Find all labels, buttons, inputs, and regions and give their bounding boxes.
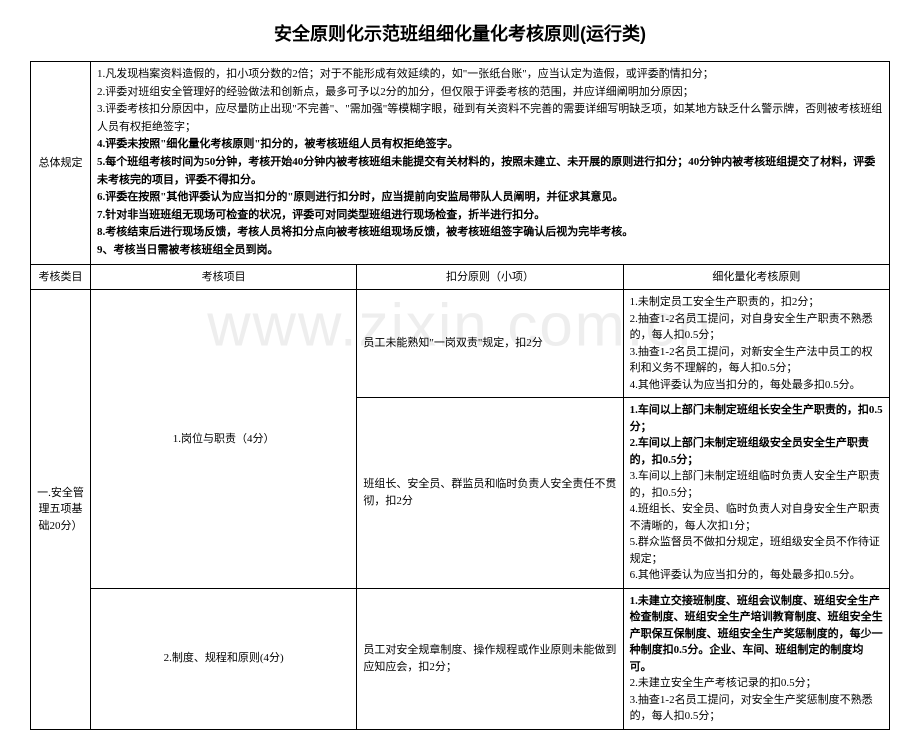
item-2-name: 2.制度、规程和原则(4分) [91,588,357,729]
detail-line: 3.抽查1-2名员工提问，对新安全生产法中员工的权利和义务不理解的，每人扣0.5… [630,344,883,377]
detail-line: 3.车间以上部门未制定班组临时负责人安全生产职责的，扣0.5分； [630,468,883,501]
rule-5: 5.每个班组考核时间为50分钟，考核开始40分钟内被考核班组未能提交有关材料的，… [97,154,883,189]
detail-line: 6.其他评委认为应当扣分的，每处最多扣0.5分。 [630,567,883,584]
item-1-deduction-1: 员工未能熟知"一岗双责"规定，扣2分 [357,290,623,398]
detail-line: 5.群众监督员不做扣分规定，班组级安全员不作待证规定； [630,534,883,567]
detail-line: 1.未建立交接班制度、班组会议制度、班组安全生产检查制度、班组安全生产培训教育制… [630,593,883,676]
item-2-deduction-1: 员工对安全规章制度、操作规程或作业原则未能做到应知应会，扣2分； [357,588,623,729]
header-category: 考核类目 [31,264,91,290]
item-1-detail-1: 1.未制定员工安全生产职责的，扣2分； 2.抽查1-2名员工提问，对自身安全生产… [623,290,889,398]
header-deduction: 扣分原则（小项） [357,264,623,290]
header-detail: 细化量化考核原则 [623,264,889,290]
rule-4: 4.评委未按照"细化量化考核原则"扣分的，被考核班组人员有权拒绝签字。 [97,136,883,154]
detail-line: 4.班组长、安全员、临时负责人对自身安全生产职责不清晰的，每人次扣1分； [630,501,883,534]
rule-1: 1.凡发现档案资料造假的，扣小项分数的2倍；对于不能形成有效延续的，如"一张纸台… [97,66,883,84]
detail-line: 2.抽查1-2名员工提问，对自身安全生产职责不熟悉的，每人扣0.5分； [630,311,883,344]
detail-line: 1.未制定员工安全生产职责的，扣2分； [630,294,883,311]
rule-9: 9、考核当日需被考核班组全员到岗。 [97,242,883,260]
item-1-detail-2: 1.车间以上部门未制定班组长安全生产职责的，扣0.5分； 2.车间以上部门未制定… [623,398,889,589]
detail-line: 4.其他评委认为应当扣分的，每处最多扣0.5分。 [630,377,883,394]
overall-label: 总体规定 [31,62,91,265]
rule-7: 7.针对非当班班组无现场可检查的状况，评委可对同类型班组进行现场检查，折半进行扣… [97,207,883,225]
rule-8: 8.考核结束后进行现场反馈，考核人员将扣分点向被考核班组现场反馈，被考核班组签字… [97,224,883,242]
page-title: 安全原则化示范班组细化量化考核原则(运行类) [30,20,890,46]
assessment-table: 总体规定 1.凡发现档案资料造假的，扣小项分数的2倍；对于不能形成有效延续的，如… [30,61,890,730]
header-item: 考核项目 [91,264,357,290]
rule-3: 3.评委考核扣分原因中，应尽量防止出现"不完善"、"需加强"等模糊字眼，碰到有关… [97,101,883,136]
rule-6: 6.评委在按照"其他评委认为应当扣分的"原则进行扣分时，应当提前向安监局带队人员… [97,189,883,207]
item-2-detail-1: 1.未建立交接班制度、班组会议制度、班组安全生产检查制度、班组安全生产培训教育制… [623,588,889,729]
detail-line: 3.抽查1-2名员工提问，对安全生产奖惩制度不熟悉的，每人扣0.5分； [630,692,883,725]
category-1: 一.安全管理五项基础20分） [31,290,91,730]
detail-line: 2.未建立安全生产考核记录的扣0.5分； [630,675,883,692]
detail-line: 2.车间以上部门未制定班组级安全员安全生产职责的，扣0.5分； [630,435,883,468]
overall-rules: 1.凡发现档案资料造假的，扣小项分数的2倍；对于不能形成有效延续的，如"一张纸台… [91,62,890,265]
item-1-deduction-2: 班组长、安全员、群监员和临时负责人安全责任不贯彻，扣2分 [357,398,623,589]
rule-2: 2.评委对班组安全管理好的经验做法和创新点，最多可予以2分的加分，但仅限于评委考… [97,84,883,102]
detail-line: 1.车间以上部门未制定班组长安全生产职责的，扣0.5分； [630,402,883,435]
item-1-name: 1.岗位与职责（4分） [91,290,357,589]
